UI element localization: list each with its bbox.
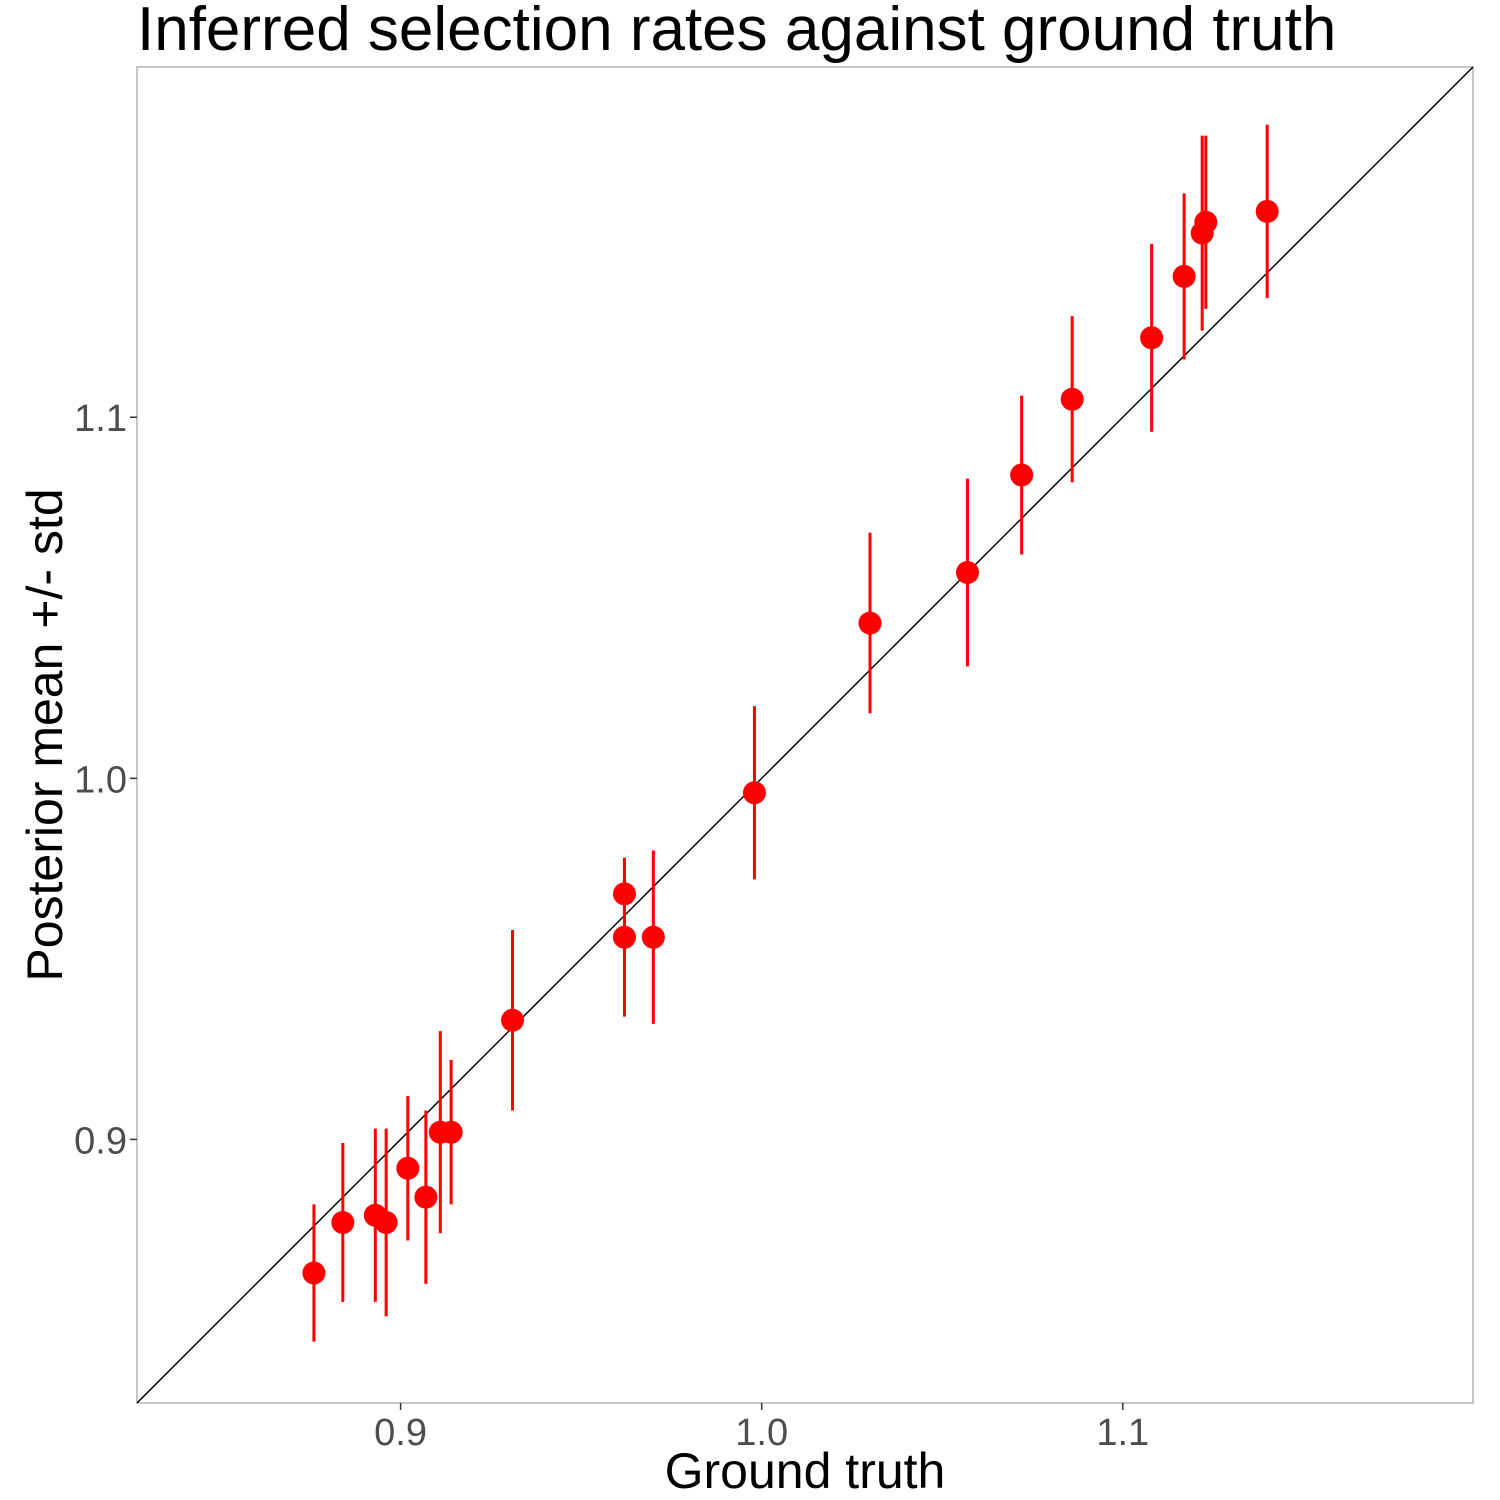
data-point	[374, 1210, 398, 1234]
data-point	[302, 1261, 326, 1285]
x-axis-title: Ground truth	[665, 1443, 946, 1499]
data-point	[1172, 264, 1196, 288]
x-tick-label: 0.9	[374, 1412, 427, 1454]
data-point	[501, 1008, 525, 1032]
chart-title: Inferred selection rates against ground …	[137, 0, 1336, 64]
identity-line	[136, 66, 1474, 1404]
data-point	[331, 1210, 355, 1234]
reference-line-layer	[136, 66, 1474, 1404]
data-point	[742, 781, 766, 805]
y-tick-label: 0.9	[74, 1120, 127, 1162]
data-point	[439, 1120, 463, 1144]
x-tick-label: 1.0	[735, 1412, 788, 1454]
data-point	[1060, 387, 1084, 411]
axis-tick-layer: 0.9 1.0 1.1 0.9 1.0 1.1	[74, 398, 1149, 1454]
data-point	[414, 1185, 438, 1209]
data-point	[1010, 463, 1034, 487]
data-point	[612, 925, 636, 949]
data-point	[1140, 326, 1164, 350]
data-point	[1255, 199, 1279, 223]
data-point	[1194, 210, 1218, 234]
error-bar-layer	[312, 124, 1269, 1342]
y-tick-label: 1.0	[74, 759, 127, 801]
data-point	[858, 611, 882, 635]
x-tick-label: 1.1	[1096, 1412, 1149, 1454]
y-axis-title: Posterior mean +/- std	[17, 488, 73, 981]
y-tick-label: 1.1	[74, 398, 127, 440]
point-layer	[302, 199, 1279, 1285]
data-point	[396, 1156, 420, 1180]
data-point	[612, 882, 636, 906]
plot-panel-border	[136, 66, 1474, 1404]
data-point	[955, 561, 979, 585]
data-point	[641, 925, 665, 949]
